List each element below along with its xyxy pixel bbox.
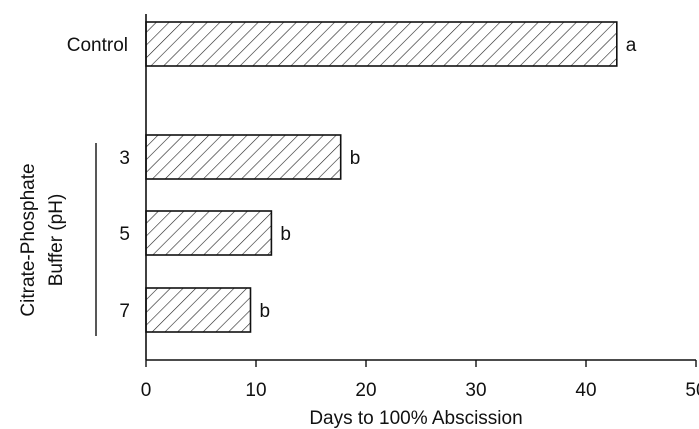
- group-label-line: Citrate-Phosphate: [18, 163, 39, 316]
- group-label-line: Buffer (pH): [46, 194, 67, 287]
- category-label: Control: [67, 35, 128, 56]
- category-label: 3: [119, 148, 130, 169]
- x-tick-label: 10: [245, 380, 266, 401]
- bar-3: [145, 134, 342, 180]
- bar-5: [145, 210, 273, 256]
- category-label: 7: [119, 301, 130, 322]
- significance-letter: a: [626, 35, 637, 56]
- category-label: 5: [119, 224, 130, 245]
- significance-letter: b: [260, 301, 271, 322]
- significance-letter: b: [350, 148, 361, 169]
- x-tick-label: 30: [465, 380, 486, 401]
- x-tick-label: 0: [141, 380, 152, 401]
- bars-layer: [145, 21, 618, 333]
- axis-layer: [95, 14, 697, 367]
- labels-layer: a Control b 3 b 5 b 7 0 10 20 30 40 50 Days to 100% Ab…: [18, 35, 699, 429]
- bar-7: [145, 287, 252, 333]
- significance-letter: b: [280, 224, 291, 245]
- x-tick-label: 20: [355, 380, 376, 401]
- x-tick-label: 40: [575, 380, 596, 401]
- x-axis-title: Days to 100% Abscission: [309, 408, 522, 429]
- x-tick-label: 50: [685, 380, 699, 401]
- bar-control: [145, 21, 618, 67]
